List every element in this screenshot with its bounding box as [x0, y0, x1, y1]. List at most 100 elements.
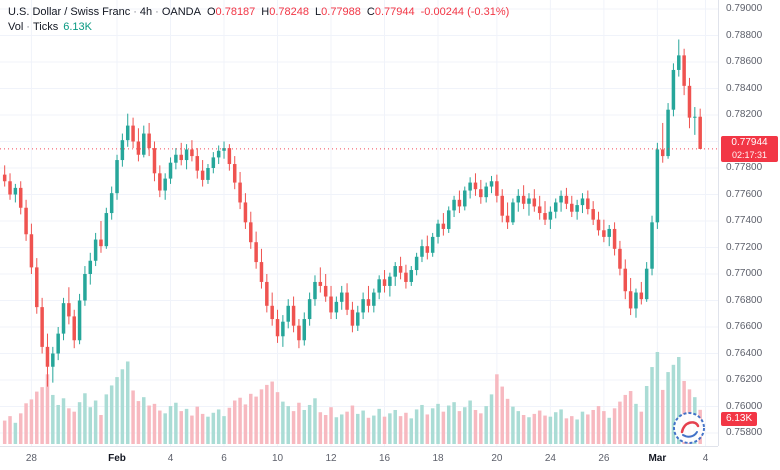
candle-body: [174, 154, 178, 163]
candle-body: [693, 116, 697, 118]
candle-body: [559, 195, 563, 203]
candle-body: [109, 193, 114, 214]
volume-bar: [372, 415, 376, 444]
candle-body: [634, 292, 638, 309]
price-axis-label: 0.78200: [726, 109, 763, 120]
candle-body: [168, 162, 173, 179]
volume-bar: [441, 411, 446, 444]
candle-body: [356, 312, 360, 326]
volume-bar: [495, 374, 499, 444]
candle-body: [195, 156, 200, 171]
volume-bar: [56, 404, 60, 444]
candle-body: [548, 211, 553, 220]
candle-body: [158, 173, 162, 191]
candle-body: [254, 242, 258, 263]
open-value: 0.78187: [215, 6, 256, 18]
candle-body: [190, 149, 194, 157]
volume-bar: [265, 384, 269, 444]
candle-body: [131, 125, 135, 142]
volume-bar: [634, 403, 638, 444]
volume-bar: [618, 401, 622, 444]
candle-body: [51, 353, 55, 367]
open-letter: O: [206, 6, 216, 18]
volume-bar: [2, 420, 7, 444]
volume-bar: [473, 409, 478, 444]
volume-bar: [291, 411, 296, 444]
candle-body: [104, 213, 109, 247]
volume-bar: [463, 407, 467, 444]
volume-bar: [184, 408, 189, 444]
interval-label[interactable]: 4h: [139, 6, 153, 18]
watermark-logo: [673, 412, 705, 444]
volume-bar: [553, 412, 558, 444]
candle-body: [404, 272, 408, 282]
candle-body: [179, 154, 183, 161]
volume-bar: [254, 396, 258, 444]
volume-bar: [227, 407, 232, 444]
candle-body: [398, 266, 403, 273]
separator-dot: ·: [133, 6, 137, 18]
candle-body: [537, 206, 542, 214]
volume-bar: [409, 418, 414, 444]
candle-body: [580, 198, 585, 206]
candle-body: [307, 299, 312, 320]
candle-body: [318, 281, 323, 286]
volume-row: Vol · Ticks 6.13K: [8, 20, 509, 35]
volume-bar: [677, 357, 681, 444]
volume-bar: [99, 415, 103, 444]
candle-body: [265, 281, 269, 306]
volume-bar: [329, 407, 333, 444]
separator-dot: ·: [26, 21, 30, 33]
price-axis-label: 0.78400: [726, 82, 763, 94]
volume-bar: [457, 411, 462, 444]
candle-body: [436, 223, 440, 237]
time-axis-label: 28: [25, 453, 37, 464]
candle-body: [334, 301, 339, 313]
volume-bar: [398, 416, 403, 444]
candle-body: [377, 279, 381, 293]
candle-body: [607, 228, 611, 237]
time-axis[interactable]: 28 Feb 4 6 10 12 16 18 20 24 26 Mar 4: [0, 446, 718, 470]
volume-bar: [115, 377, 119, 444]
time-axis-label: 4: [167, 453, 174, 464]
volume-bar: [29, 399, 34, 444]
volume-bar: [511, 406, 515, 444]
volume-bar: [24, 403, 28, 444]
volume-bar: [51, 394, 55, 444]
candle-body: [430, 236, 435, 253]
candlestick-chart[interactable]: [0, 0, 718, 446]
volume-bar: [67, 408, 71, 444]
candle-body: [618, 248, 622, 269]
separator-dot: ·: [155, 6, 159, 18]
candle-body: [88, 260, 93, 274]
candle-body: [211, 157, 216, 168]
volume-label[interactable]: Vol: [8, 21, 24, 33]
volume-bar: [393, 409, 397, 444]
candle-body: [414, 256, 419, 271]
candle-body: [441, 223, 446, 229]
time-axis-label: 20: [491, 453, 503, 464]
candle-body: [463, 190, 467, 207]
symbol-title[interactable]: U.S. Dollar / Swiss Franc: [8, 6, 131, 18]
price-axis-label: 0.75800: [726, 427, 763, 438]
candle-body: [40, 307, 44, 347]
volume-bar: [500, 386, 504, 444]
candle-body: [323, 285, 328, 297]
candle-body: [120, 140, 125, 161]
volume-bar: [505, 398, 510, 444]
time-axis-label: Mar: [648, 453, 667, 464]
volume-bar: [109, 385, 114, 444]
volume-bar: [484, 406, 488, 444]
candle-body: [489, 181, 494, 187]
high-value: 0.78248: [269, 6, 310, 18]
candle-body: [602, 230, 606, 237]
candle-body: [259, 262, 264, 282]
time-axis-label: Feb: [108, 453, 126, 464]
price-axis[interactable]: 0.75800 0.76000 0.76200 0.76400 0.76600 0.768…: [718, 0, 780, 446]
price-axis-label: 0.77000: [726, 268, 763, 279]
price-axis-label: 0.76200: [726, 374, 763, 385]
volume-bar: [650, 367, 654, 444]
volume-bar: [238, 397, 242, 444]
volume-bar: [671, 364, 676, 444]
